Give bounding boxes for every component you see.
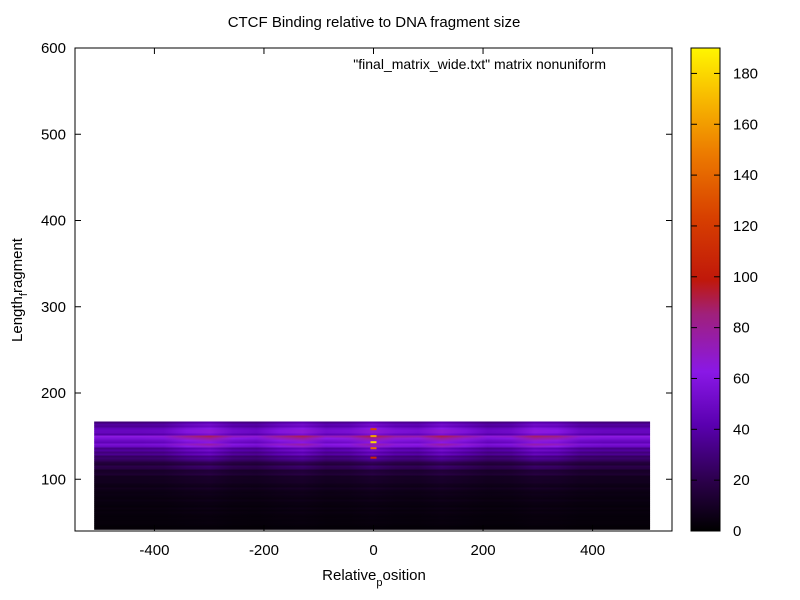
y-tick-label: 400: [41, 213, 66, 230]
y-axis-label-main: Length: [9, 296, 26, 342]
heatmap-row: [94, 449, 651, 452]
heatmap-row: [94, 473, 651, 476]
heatmap-row: [94, 509, 651, 512]
heatmap-row: [94, 453, 651, 456]
heatmap-row: [94, 515, 651, 518]
heatmap-row: [94, 503, 651, 506]
heatmap-row: [94, 479, 651, 482]
heatmap-row: [94, 425, 651, 428]
y-axis-label: Lengthfragment: [9, 237, 30, 342]
heatmap-row: [94, 475, 651, 478]
heatmap-row: [94, 465, 651, 468]
y-axis-label-subscript: f: [18, 292, 30, 296]
colorbar-tick-label: 180: [733, 65, 758, 82]
y-tick-label: 500: [41, 126, 66, 143]
heatmap-row: [94, 481, 651, 484]
colorbar-tick-label: 140: [733, 167, 758, 184]
colorbar-axis: 0 20 40 60 80 100 120 140 160 180: [691, 65, 758, 540]
heatmap-row: [94, 431, 651, 434]
heatmap-row: [94, 497, 651, 500]
heatmap-row: [94, 485, 651, 488]
legend-label: "final_matrix_wide.txt" matrix nonunifor…: [353, 56, 606, 72]
colorbar-tick-label: 60: [733, 370, 750, 387]
heatmap-row: [94, 487, 651, 490]
y-tick-label: 300: [41, 299, 66, 316]
heatmap-row: [94, 519, 651, 522]
x-tick-label: -400: [139, 542, 169, 559]
heatmap-row: [94, 429, 651, 432]
heatmap-row: [94, 439, 651, 442]
heatmap-row: [94, 513, 651, 516]
heatmap-row: [94, 463, 651, 466]
colorbar-tick-label: 0: [733, 523, 741, 540]
colorbar-tick-label: 100: [733, 269, 758, 286]
heatmap-row: [94, 525, 651, 528]
heatmap-row: [94, 517, 651, 520]
heatmap-row: [94, 527, 651, 530]
heatmap-row: [94, 489, 651, 492]
center-peak-cell: [370, 447, 377, 450]
x-axis-label-subscript: p: [376, 577, 382, 589]
colorbar-tick-label: 120: [733, 218, 758, 235]
heatmap-row: [94, 483, 651, 486]
center-peak-cell: [370, 435, 377, 438]
x-tick-label: -200: [249, 542, 279, 559]
heatmap-row: [94, 501, 651, 504]
heatmap-row: [94, 437, 651, 440]
center-peak-cell: [370, 441, 377, 444]
heatmap-row: [94, 507, 651, 510]
heatmap-row: [94, 521, 651, 524]
center-peak-cell: [370, 428, 377, 431]
x-axis-label-rest: osition: [382, 567, 425, 584]
heatmap-row: [94, 523, 651, 526]
colorbar-tick-label: 40: [733, 421, 750, 438]
heatmap-row: [94, 443, 651, 446]
heatmap-row: [94, 433, 651, 436]
colorbar-tick-label: 80: [733, 320, 750, 337]
heatmap-row: [94, 477, 651, 480]
heatmap-row: [94, 423, 651, 426]
heatmap-row: [94, 505, 651, 508]
heatmap-row: [94, 461, 651, 464]
heatmap-row: [94, 455, 651, 458]
colorbar-tick-label: 160: [733, 116, 758, 133]
x-axis-label: Relativeposition: [322, 567, 426, 589]
x-tick-label: 400: [580, 542, 605, 559]
heatmap-area: [94, 421, 651, 530]
heatmap-row: [94, 493, 651, 496]
heatmap-row: [94, 495, 651, 498]
x-axis: -400 -200 0 200 400: [139, 48, 605, 559]
heatmap-row: [94, 499, 651, 502]
heatmap-row: [94, 471, 651, 474]
heatmap-row: [94, 491, 651, 494]
heatmap-row: [94, 459, 651, 462]
y-tick-label: 600: [41, 40, 66, 57]
x-axis-label-main: Relative: [322, 567, 376, 584]
x-tick-label: 0: [369, 542, 377, 559]
y-axis-label-rest: ragment: [9, 237, 26, 293]
y-tick-label: 200: [41, 385, 66, 402]
y-tick-label: 100: [41, 471, 66, 488]
heatmap-row: [94, 469, 651, 472]
colorbar: [690, 47, 721, 532]
heatmap-row: [94, 421, 651, 424]
chart-title: CTCF Binding relative to DNA fragment si…: [228, 14, 521, 31]
colorbar-tick-label: 20: [733, 472, 750, 489]
heatmap-row: [94, 511, 651, 514]
heatmap-row: [94, 451, 651, 454]
center-peak-cell: [370, 456, 377, 459]
heatmap-row: [94, 467, 651, 470]
y-axis: 100 200 300 400 500 600: [41, 40, 672, 488]
heatmap-row: [94, 445, 651, 448]
x-tick-label: 200: [471, 542, 496, 559]
